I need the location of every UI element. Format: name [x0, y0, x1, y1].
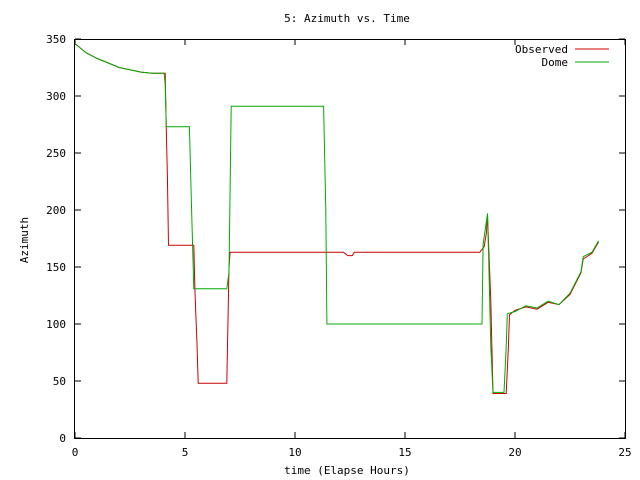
y-tick-label: 350 — [46, 33, 66, 46]
y-axis-label: Azimuth — [18, 217, 31, 263]
x-tick-label: 25 — [618, 446, 631, 459]
y-tick-label: 300 — [46, 90, 66, 103]
y-tick-label: 50 — [53, 375, 66, 388]
y-tick-label: 250 — [46, 147, 66, 160]
y-tick-label: 100 — [46, 318, 66, 331]
x-tick-label: 15 — [398, 446, 411, 459]
series-line-observed — [74, 43, 600, 394]
legend-label-observed: Observed — [515, 43, 568, 56]
series-line-dome — [74, 43, 600, 393]
y-tick-label: 150 — [46, 261, 66, 274]
x-tick-label: 5 — [182, 446, 189, 459]
plot-frame — [74, 39, 626, 439]
x-tick-label: 20 — [508, 446, 521, 459]
y-tick-label: 0 — [59, 432, 66, 445]
legend-label-dome: Dome — [542, 56, 569, 69]
y-tick-label: 200 — [46, 204, 66, 217]
x-axis-label: time (Elapse Hours) — [284, 464, 410, 477]
x-tick-label: 10 — [288, 446, 301, 459]
x-tick-label: 0 — [72, 446, 79, 459]
chart-title: 5: Azimuth vs. Time — [284, 12, 410, 25]
series-group — [74, 43, 600, 394]
